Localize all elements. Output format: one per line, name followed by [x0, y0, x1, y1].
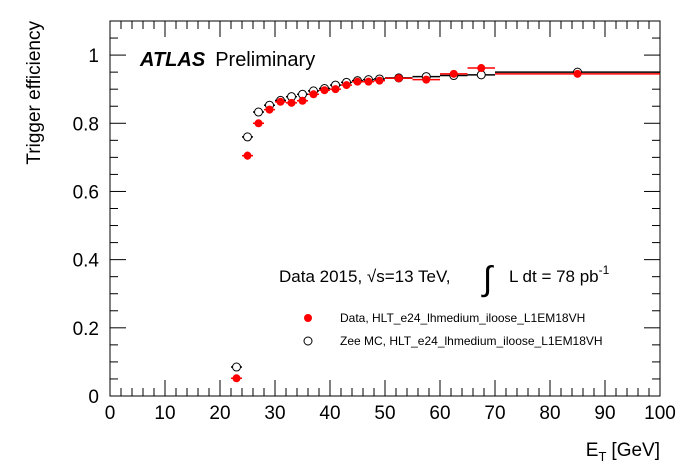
- x-axis-label-main: E: [586, 440, 599, 461]
- mc-point: [254, 107, 263, 117]
- data-point: [477, 64, 486, 73]
- data-point: [375, 76, 384, 85]
- preliminary-label: Preliminary: [215, 49, 315, 71]
- x-tick-label: 60: [429, 403, 450, 424]
- data-point: [232, 374, 241, 383]
- x-tick-label: 40: [319, 403, 340, 424]
- data-point: [364, 77, 373, 86]
- svg-text:Data 2015, √s=13 TeV,: Data 2015, √s=13 TeV,: [279, 267, 450, 286]
- data-point: [276, 97, 285, 106]
- legend-label-mc: Zee MC, HLT_e24_lhmedium_iloose_L1EM18VH: [340, 334, 603, 348]
- y-axis-label: Trigger efficiency: [24, 21, 45, 165]
- data-point: [342, 81, 351, 90]
- data-point: [449, 69, 458, 78]
- x-tick-label: 0: [105, 403, 116, 424]
- y-tick-label: 0.4: [73, 251, 100, 272]
- x-tick-label: 70: [484, 403, 505, 424]
- legend-label-data: Data, HLT_e24_lhmedium_iloose_L1EM18VH: [340, 311, 585, 325]
- data-series: [231, 64, 660, 383]
- x-tick-label: 50: [374, 403, 395, 424]
- x-tick-label: 100: [644, 403, 676, 424]
- sqrt-symbol: √: [367, 267, 377, 286]
- y-tick-label: 0: [88, 387, 99, 408]
- legend-marker-data: [304, 314, 312, 322]
- data-point: [394, 74, 403, 83]
- data-point: [331, 85, 340, 94]
- legend-marker-mc: [303, 336, 313, 346]
- y-tick-label: 0.8: [73, 114, 99, 135]
- annotation-prefix: Data 2015,: [279, 267, 367, 286]
- luminosity-exponent: -1: [599, 263, 610, 277]
- data-point: [309, 90, 318, 99]
- series-mc: [231, 67, 660, 372]
- data-point: [573, 69, 582, 78]
- atlas-label: ATLAS: [139, 49, 206, 71]
- data-point: [265, 105, 274, 114]
- experiment-label: ATLAS Preliminary: [139, 49, 315, 71]
- y-tick-label: 0.2: [73, 319, 99, 340]
- x-tick-label: 30: [264, 403, 285, 424]
- y-tick-label: 0.6: [73, 182, 99, 203]
- sqrt-variable: s: [376, 267, 385, 286]
- luminosity-text: L dt = 78 pb: [509, 267, 599, 286]
- legend: Data, HLT_e24_lhmedium_iloose_L1EM18VH Z…: [303, 311, 603, 348]
- annotation-energy: =13 TeV,: [385, 267, 451, 286]
- mc-point: [476, 70, 486, 80]
- series-data: [231, 64, 660, 383]
- integral-symbol: ∫: [481, 260, 494, 298]
- data-point: [243, 151, 252, 160]
- data-point: [353, 77, 362, 86]
- axis-ticks: [109, 20, 661, 397]
- data-point: [320, 86, 329, 95]
- x-axis-label-unit: [GeV]: [611, 440, 660, 461]
- data-point: [298, 96, 307, 105]
- x-tick-label: 80: [539, 403, 560, 424]
- mc-point: [232, 362, 241, 372]
- data-point: [254, 119, 263, 128]
- mc-point: [243, 132, 252, 142]
- x-tick-label: 10: [154, 403, 175, 424]
- x-tick-label: 20: [209, 403, 230, 424]
- y-tick-label: 1: [88, 46, 99, 67]
- x-axis-label: ET [GeV]: [586, 440, 660, 464]
- run-annotation: Data 2015, √s=13 TeV, ∫ L dt = 78 pb-1: [279, 260, 610, 298]
- data-point: [422, 75, 431, 84]
- svg-text:L dt = 78 pb-1: L dt = 78 pb-1: [509, 263, 610, 286]
- x-axis-label-subscript: T: [598, 449, 606, 464]
- axis-tick-labels: 0 10 20 30 40 50 60 70 80 90 100 0 0.2 0.4 0.6 0.8 1: [73, 46, 676, 424]
- data-point: [287, 98, 296, 107]
- x-tick-label: 90: [594, 403, 615, 424]
